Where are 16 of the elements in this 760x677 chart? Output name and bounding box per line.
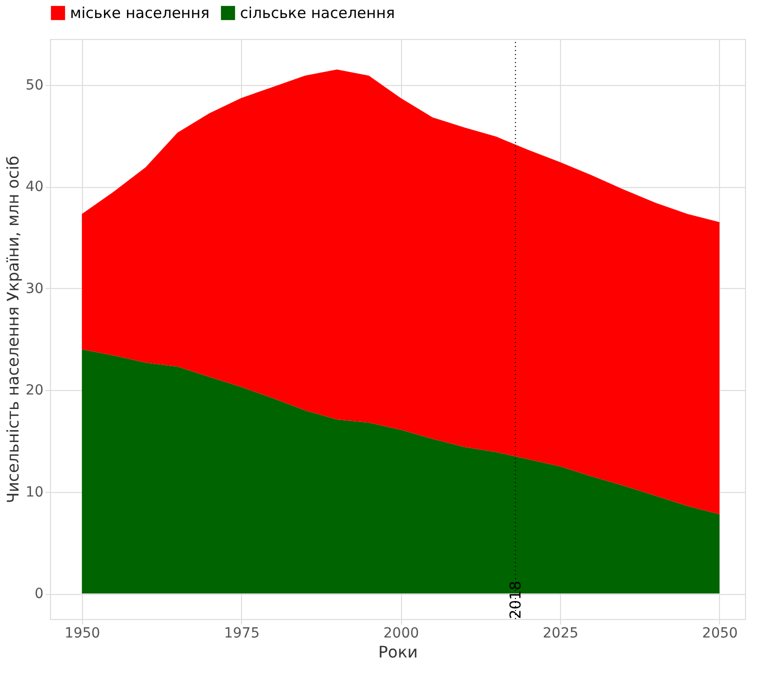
y-tick-label: 30 — [26, 280, 44, 297]
x-tick-label: 2050 — [702, 626, 738, 642]
y-tick-label: 10 — [26, 484, 44, 500]
x-tick-label: 2025 — [542, 626, 578, 642]
x-axis-title: Роки — [378, 642, 418, 662]
y-tick-label: 20 — [26, 382, 44, 399]
x-tick-label: 1950 — [64, 626, 100, 642]
legend-label: міське населення — [70, 4, 210, 22]
x-tick-label: 2000 — [383, 626, 420, 642]
ref-line-label: 2018 — [506, 580, 524, 619]
legend-label: сільське населення — [240, 4, 395, 22]
x-tick-label: 1975 — [224, 626, 260, 642]
y-tick-label: 0 — [34, 586, 44, 602]
y-tick-label: 40 — [26, 179, 44, 196]
y-axis-title: Чисельність населення України, млн осіб — [4, 156, 23, 504]
y-tick-label: 50 — [26, 77, 44, 94]
